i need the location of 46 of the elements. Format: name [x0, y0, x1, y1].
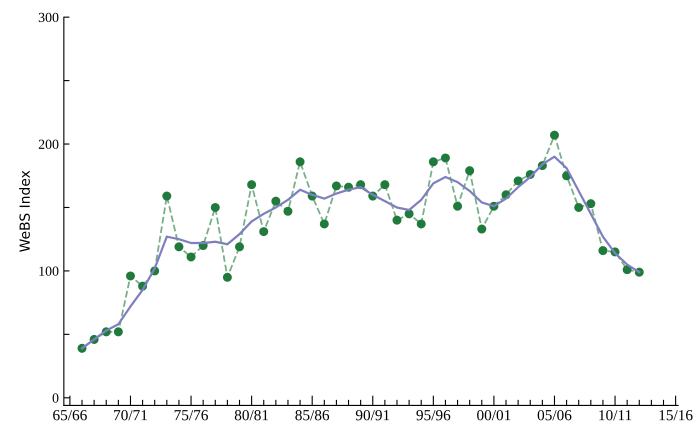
- point: [392, 216, 402, 225]
- point: [380, 180, 390, 190]
- point: [162, 192, 172, 201]
- y-tick-label: 200: [38, 140, 58, 149]
- y-axis-title: WeBS Index: [19, 170, 30, 252]
- x-tick-label: 90/91: [356, 410, 390, 420]
- x-tick-label: 75/76: [174, 410, 208, 420]
- point: [174, 242, 184, 252]
- point: [416, 219, 426, 228]
- x-tick-label: 85/86: [295, 410, 330, 420]
- point: [247, 180, 256, 190]
- point: [428, 157, 438, 166]
- point: [271, 196, 280, 206]
- point: [404, 209, 414, 218]
- point: [283, 206, 292, 216]
- point: [210, 202, 220, 212]
- point: [586, 199, 596, 208]
- x-tick-label: 95/96: [416, 410, 450, 420]
- point: [514, 176, 523, 186]
- point: [574, 202, 584, 212]
- x-tick-label: 15/16: [660, 410, 693, 420]
- point: [550, 130, 559, 140]
- x-tick-label: 05/06: [538, 410, 572, 420]
- point: [332, 181, 341, 190]
- x-tick-label: 65/66: [53, 410, 87, 420]
- point: [186, 252, 196, 262]
- point: [259, 227, 268, 236]
- point: [465, 166, 474, 176]
- x-tick-label: 00/01: [477, 410, 510, 420]
- y-tick-label: 100: [39, 266, 58, 276]
- point: [598, 246, 608, 256]
- point: [222, 272, 232, 282]
- point: [622, 265, 632, 274]
- y-tick-label: 0: [52, 393, 58, 403]
- point: [477, 224, 486, 234]
- point: [126, 271, 135, 281]
- x-tick-label: 70/71: [114, 410, 147, 420]
- x-tick-label: 10/11: [599, 410, 632, 420]
- point: [114, 327, 123, 336]
- point: [320, 219, 329, 228]
- point: [234, 242, 244, 252]
- x-tick-label: 80/81: [234, 410, 268, 420]
- point: [296, 157, 305, 166]
- y-tick-label: 300: [38, 12, 58, 22]
- point: [453, 202, 462, 211]
- point: [440, 153, 450, 163]
